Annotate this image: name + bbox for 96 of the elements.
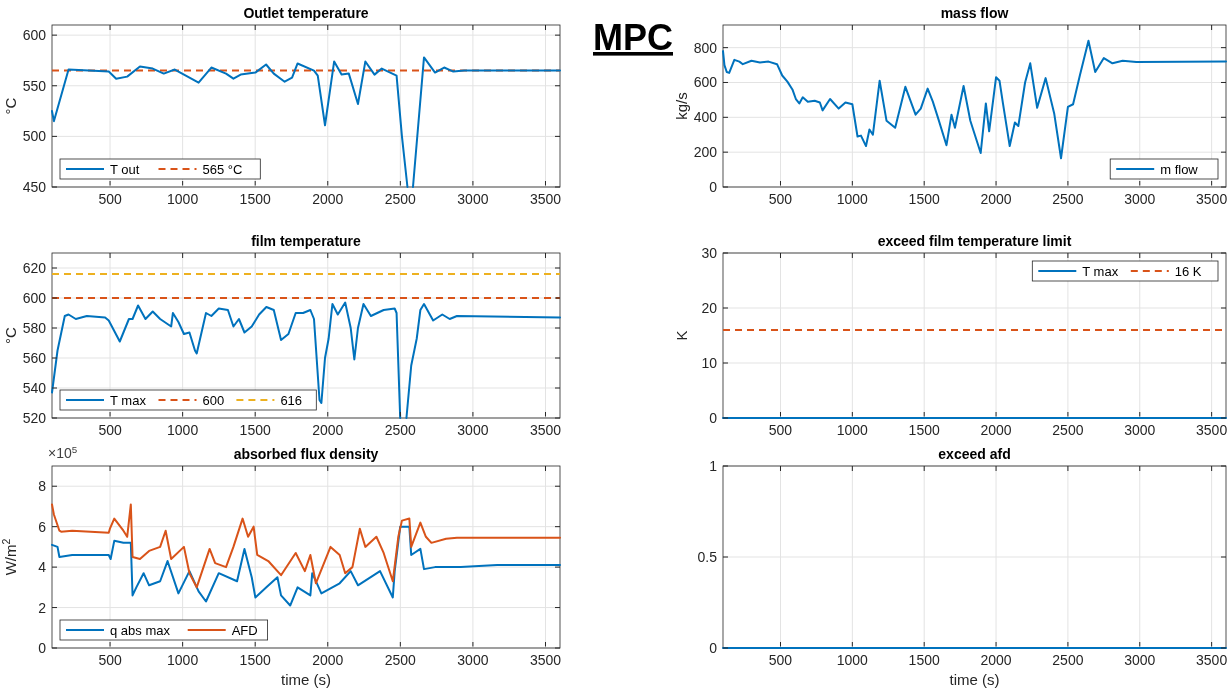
x-tick-label: 3500 [529, 652, 562, 668]
chart-title: exceed film temperature limit [877, 233, 1072, 249]
x-tick-label: 1500 [908, 652, 940, 668]
y-tick-label: 2 [38, 599, 47, 616]
x-tick-label: 2000 [312, 652, 344, 668]
y-tick-label: 4 [38, 559, 47, 576]
line-series [722, 39, 1227, 160]
y-tick-label: 200 [693, 144, 718, 161]
x-tick-label: 500 [768, 422, 793, 438]
x-tick-label: 500 [768, 191, 793, 207]
x-tick-label: 500 [98, 191, 122, 207]
x-tick-label: 3000 [457, 652, 489, 668]
y-tick-label: 0 [709, 179, 718, 195]
x-tick-label: 1500 [908, 422, 940, 438]
legend-label: q abs max [110, 623, 171, 638]
x-tick-label: 1000 [167, 422, 199, 438]
y-tick-label: 450 [22, 179, 47, 195]
y-tick-label: 600 [22, 290, 47, 306]
x-tick-label: 3000 [1124, 422, 1156, 438]
x-tick-label: 2000 [980, 191, 1012, 207]
legend-label: 616 [280, 393, 303, 408]
legend-label: m flow [1160, 162, 1199, 177]
x-tick-label: 3000 [457, 422, 489, 438]
legend-label: AFD [231, 623, 258, 638]
x-axis-title: time (s) [949, 671, 1000, 688]
chart-title: exceed afd [938, 446, 1011, 462]
chart-title: Outlet temperature [243, 5, 369, 21]
x-tick-label: 1500 [239, 652, 271, 668]
x-tick-label: 3500 [529, 422, 562, 438]
y-tick-label: 0 [709, 410, 718, 426]
y-tick-label: 0.5 [697, 549, 718, 565]
x-tick-label: 500 [98, 422, 122, 438]
y-tick-label: 580 [22, 320, 47, 336]
x-tick-label: 2000 [312, 422, 344, 438]
x-tick-label: 3500 [529, 191, 562, 207]
legend-label: 16 K [1174, 264, 1202, 279]
text: MPC [593, 17, 673, 58]
x-axis-title: time (s) [281, 671, 331, 688]
legend-label: T out [110, 162, 140, 177]
y-tick-label: 800 [693, 39, 718, 56]
chart-title: film temperature [251, 233, 362, 249]
y-tick-label: 600 [22, 27, 47, 44]
line-series [51, 503, 561, 589]
y-tick-label: 8 [38, 478, 47, 495]
x-tick-label: 2500 [1052, 652, 1084, 668]
chart-title: absorbed flux density [233, 446, 379, 462]
y-axis-title: kg/s [673, 92, 690, 120]
x-tick-label: 2000 [312, 191, 344, 207]
y-tick-label: 550 [22, 77, 47, 94]
y-tick-label: 6 [38, 518, 47, 535]
legend-label: 600 [202, 393, 225, 408]
x-tick-label: 1000 [167, 191, 199, 207]
x-tick-label: 1000 [836, 422, 869, 438]
x-tick-label: 2000 [980, 652, 1012, 668]
x-tick-label: 500 [768, 652, 793, 668]
x-tick-label: 500 [98, 652, 122, 668]
y-axis-title: °C [2, 97, 19, 115]
legend-label: 565 °C [202, 162, 243, 177]
x-tick-label: 1500 [908, 191, 940, 207]
x-tick-label: 2000 [980, 422, 1012, 438]
x-tick-label: 1500 [239, 191, 271, 207]
x-tick-label: 1000 [836, 191, 869, 207]
y-tick-label: 0 [38, 640, 47, 656]
y-tick-label: 600 [693, 74, 718, 91]
x-tick-label: 1000 [167, 652, 199, 668]
chart-title: mass flow [940, 5, 1009, 21]
x-tick-label: 3000 [1124, 652, 1156, 668]
y-tick-label: 0 [709, 640, 718, 656]
y-axis-title: K [673, 330, 690, 341]
x-tick-label: 2500 [384, 191, 417, 207]
x-tick-label: 1500 [239, 422, 271, 438]
text: ×10$^{5}$ [48, 443, 78, 461]
legend-label: T max [1082, 264, 1119, 279]
x-tick-label: 1000 [836, 652, 869, 668]
y-tick-label: 10 [701, 355, 718, 371]
x-tick-label: 3500 [1196, 422, 1228, 438]
line-series [51, 525, 561, 607]
y-tick-label: 20 [701, 300, 718, 316]
x-tick-label: 3500 [1196, 652, 1228, 668]
y-axis-title: °C [2, 326, 19, 344]
y-tick-label: 1 [709, 458, 718, 474]
x-tick-label: 2500 [384, 652, 417, 668]
x-tick-label: 3500 [1196, 191, 1228, 207]
y-tick-label: 620 [22, 260, 47, 276]
y-tick-label: 30 [701, 245, 718, 261]
x-tick-label: 2500 [1052, 422, 1084, 438]
y-tick-label: 520 [22, 410, 47, 426]
x-tick-label: 3000 [1124, 191, 1156, 207]
x-tick-label: 3000 [457, 191, 489, 207]
legend-label: T max [110, 393, 147, 408]
y-tick-label: 560 [22, 350, 47, 366]
y-tick-label: 500 [22, 128, 47, 145]
y-tick-label: 540 [22, 380, 47, 396]
x-tick-label: 2500 [1052, 191, 1084, 207]
x-tick-label: 2500 [384, 422, 417, 438]
y-tick-label: 400 [693, 109, 718, 126]
